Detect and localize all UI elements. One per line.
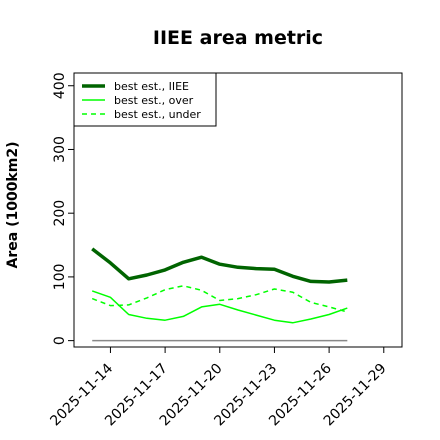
y-tick-label: 100	[52, 264, 68, 291]
y-tick-label: 200	[52, 200, 68, 227]
y-tick-label: 0	[52, 336, 68, 345]
y-tick-label: 300	[52, 136, 68, 163]
plot-area: 01002003004002025-11-142025-11-172025-11…	[47, 72, 403, 429]
legend-label: best est., over	[114, 94, 194, 107]
series-line-0	[91, 247, 348, 284]
y-axis-label: Area (1000km2)	[5, 142, 21, 269]
series-line-2	[91, 285, 348, 313]
legend-label: best est., under	[114, 108, 201, 121]
y-tick-label: 400	[52, 72, 68, 99]
series-line-1	[91, 290, 348, 324]
legend-label: best est., IIEE	[114, 80, 189, 93]
chart-title: IIEE area metric	[153, 27, 323, 49]
plot-frame	[73, 72, 403, 348]
